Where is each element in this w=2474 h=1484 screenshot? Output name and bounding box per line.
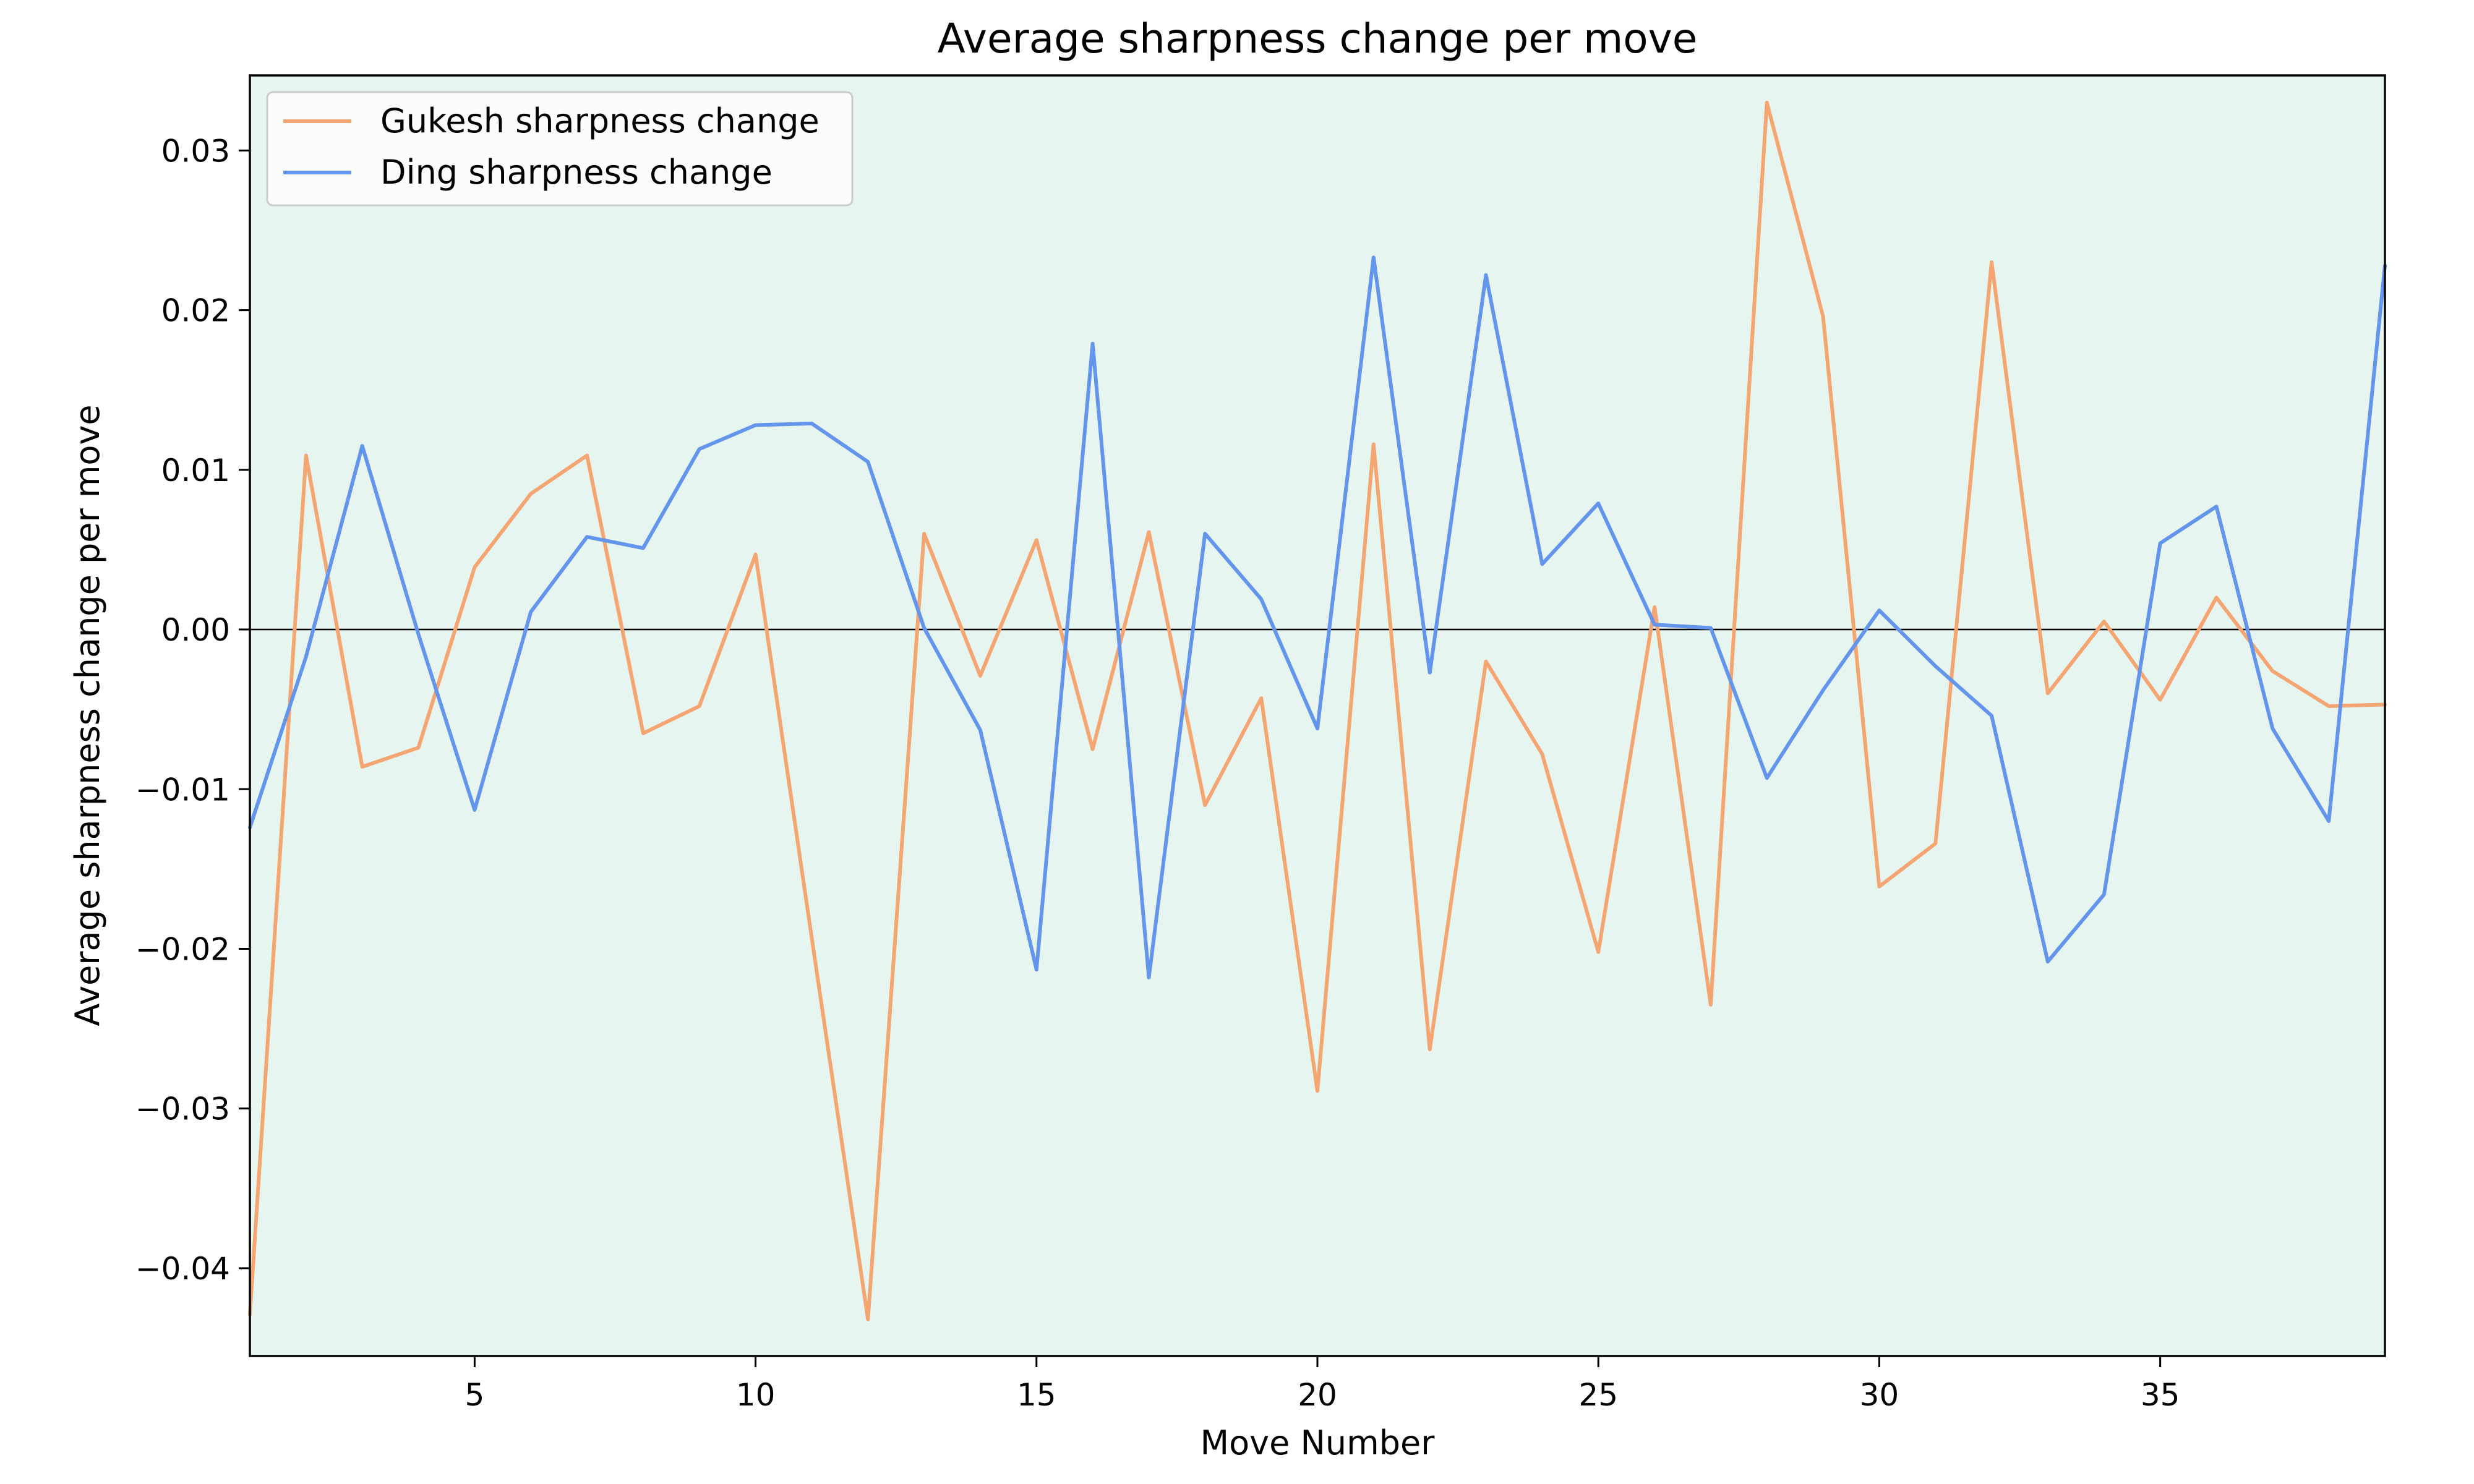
x-tick-label: 5 bbox=[464, 1377, 484, 1413]
y-tick-label: 0.01 bbox=[161, 453, 230, 488]
y-axis-title: Average sharpness change per move bbox=[68, 404, 107, 1026]
legend-label-gukesh: Gukesh sharpness change bbox=[380, 101, 820, 140]
legend-box bbox=[266, 91, 854, 207]
series-line-gukesh bbox=[248, 100, 2387, 1321]
chart-title: Average sharpness change per move bbox=[938, 15, 1698, 62]
x-tick-label: 15 bbox=[1017, 1377, 1056, 1413]
legend: Gukesh sharpness change Ding sharpness c… bbox=[266, 91, 854, 207]
x-tick-label: 25 bbox=[1578, 1377, 1618, 1413]
y-tick-label: −0.01 bbox=[135, 772, 230, 808]
series-line-ding bbox=[248, 255, 2387, 979]
x-axis-title: Move Number bbox=[1201, 1423, 1436, 1462]
y-tick-label: 0.03 bbox=[161, 133, 230, 169]
y-tick-label: 0.02 bbox=[161, 293, 230, 329]
x-tick-label: 20 bbox=[1298, 1377, 1337, 1413]
x-tick-label: 35 bbox=[2141, 1377, 2180, 1413]
y-tick-label: −0.02 bbox=[135, 932, 230, 968]
y-tick-label: −0.04 bbox=[135, 1251, 230, 1287]
x-tick-label: 10 bbox=[736, 1377, 776, 1413]
legend-label-ding: Ding sharpness change bbox=[380, 153, 773, 192]
plot-frame bbox=[249, 74, 2386, 1357]
x-tick-label: 30 bbox=[1860, 1377, 1899, 1413]
y-tick-label: −0.03 bbox=[135, 1091, 230, 1127]
y-tick-label: 0.00 bbox=[161, 612, 230, 648]
